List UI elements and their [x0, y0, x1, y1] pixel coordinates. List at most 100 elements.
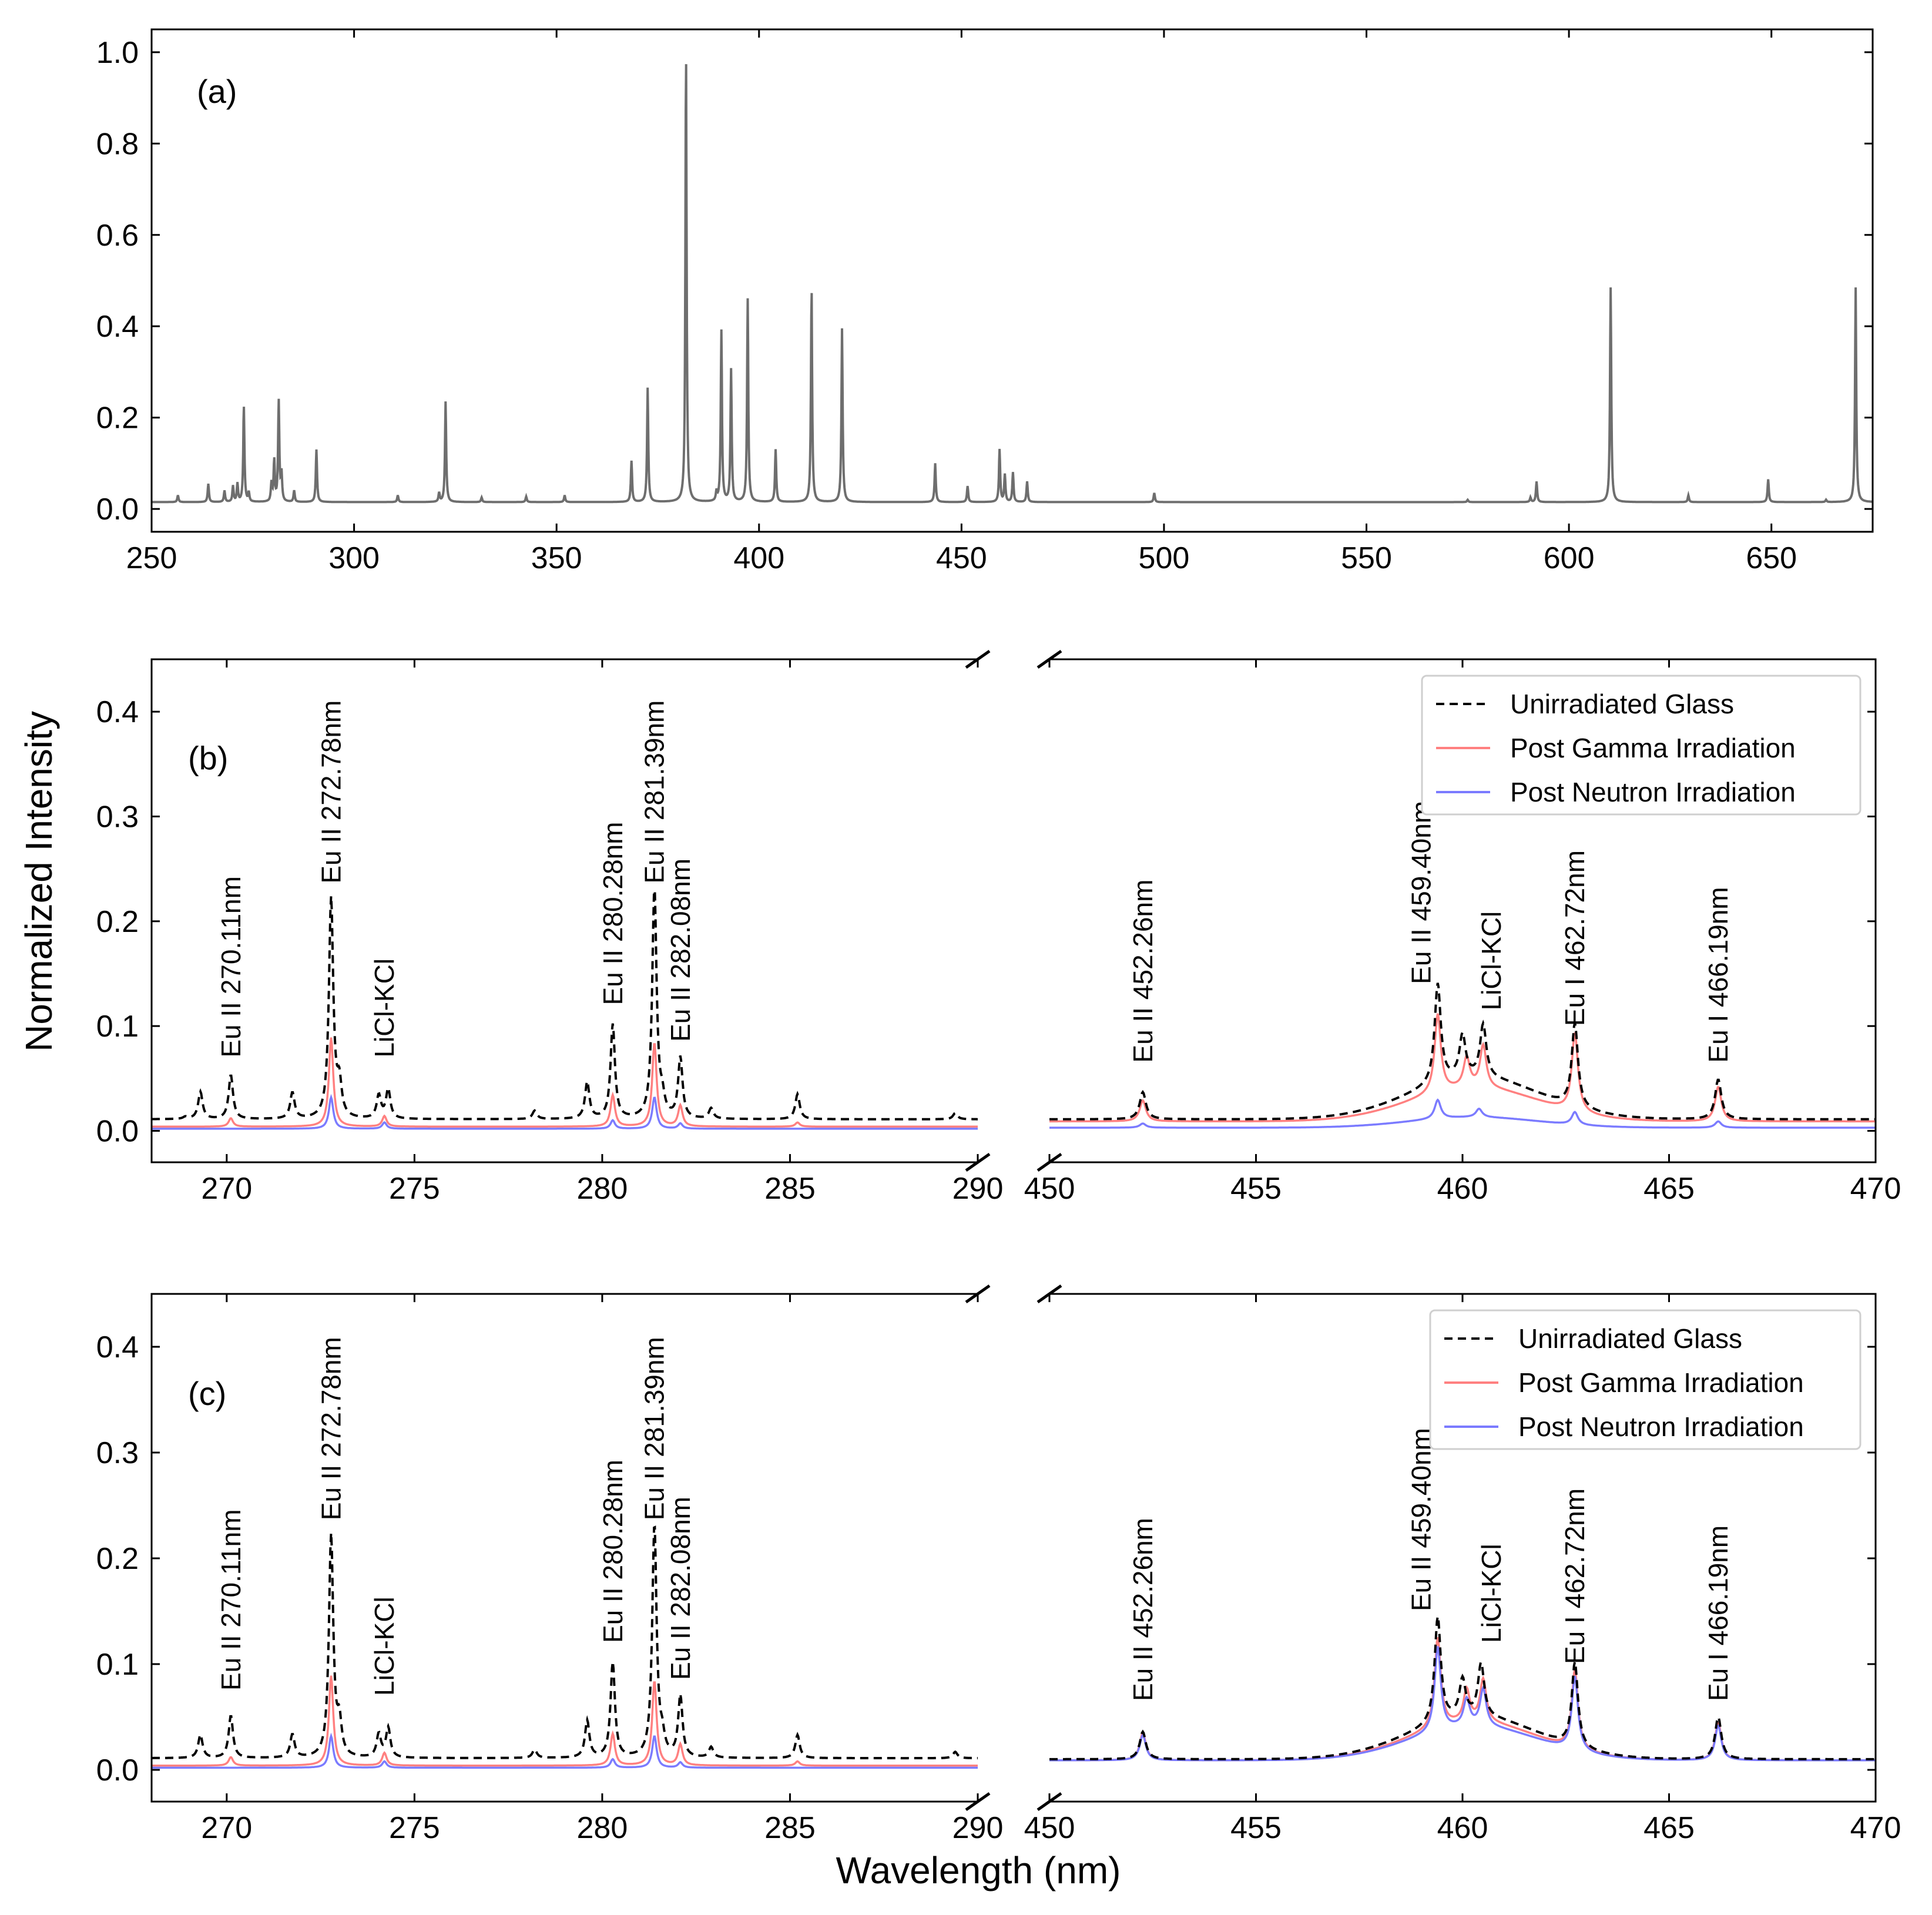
- series-line-unirradiated-left: [152, 888, 978, 1121]
- x-tick-label: 465: [1643, 1172, 1695, 1206]
- x-axis-title: Wavelength (nm): [836, 1849, 1121, 1891]
- x-tick-label: 450: [1024, 1172, 1075, 1206]
- x-tick-label: 550: [1341, 541, 1392, 575]
- series-line-neutron-left: [152, 1094, 978, 1130]
- x-tick-label: 270: [201, 1811, 252, 1845]
- peak-annotation: Eu I 466.19nm: [1703, 887, 1733, 1062]
- plot-frame-a: [150, 28, 1874, 533]
- peak-annotation: Eu II 459.40nm: [1406, 801, 1437, 984]
- y-tick-label: 0.2: [96, 401, 139, 435]
- x-tick-label: 400: [733, 541, 784, 575]
- x-tick-label: 500: [1139, 541, 1190, 575]
- peak-annotation: Eu I 462.72nm: [1559, 1488, 1590, 1664]
- peak-annotation: LiCl-KCl: [369, 958, 400, 1058]
- legend-entry: Post Gamma Irradiation: [1510, 733, 1796, 763]
- peak-annotation: Eu II 280.28nm: [598, 822, 628, 1005]
- y-tick-label: 0.0: [96, 492, 139, 526]
- x-tick-label: 465: [1643, 1811, 1695, 1845]
- panel-a: 250 300 350 400 450 500 550 600 650 0.0 0.2 0.4 0.6 0…: [96, 28, 1874, 575]
- plot-frame-left: [150, 1293, 978, 1803]
- x-tick-label: 280: [577, 1811, 628, 1845]
- panel-label: (b): [188, 739, 228, 776]
- peak-annotation: Eu II 272.78nm: [316, 700, 346, 884]
- y-tick-label: 0.1: [96, 1010, 139, 1044]
- legend-box: [1421, 675, 1861, 816]
- y-tick-label: 0.2: [96, 905, 139, 939]
- x-tick-label: 460: [1437, 1811, 1488, 1845]
- series-line-gamma-right: [1049, 1637, 1876, 1762]
- series-line-neutron-right: [1049, 1098, 1876, 1129]
- peak-annotation: Eu II 452.26nm: [1128, 880, 1158, 1063]
- legend-entry: Unirradiated Glass: [1510, 689, 1734, 719]
- y-tick-label: 0.3: [96, 800, 139, 834]
- x-tick-label: 650: [1746, 541, 1797, 575]
- x-tick-label: 250: [126, 541, 177, 575]
- series-line-neutron-left: [152, 1732, 978, 1769]
- peak-annotation: Eu II 281.39nm: [639, 1337, 670, 1520]
- x-tick-label: 450: [1024, 1811, 1075, 1845]
- peak-annotation: Eu II 272.78nm: [316, 1337, 346, 1520]
- series-line-unirradiated-right: [1049, 1616, 1876, 1760]
- series-line-a: [152, 64, 1873, 504]
- x-tick-label: 450: [936, 541, 987, 575]
- legend-box: [1429, 1309, 1861, 1450]
- x-tick-label: 275: [389, 1172, 440, 1206]
- legend-entry: Post Neutron Irradiation: [1518, 1411, 1804, 1442]
- series-line-gamma-right: [1049, 1013, 1876, 1123]
- x-tick-label: 600: [1544, 541, 1595, 575]
- x-tick-label: 460: [1437, 1172, 1488, 1206]
- peak-annotation: Eu II 282.08nm: [665, 858, 696, 1042]
- series-line-unirradiated-left: [152, 1525, 978, 1760]
- peak-annotation: Eu II 282.08nm: [665, 1497, 696, 1680]
- y-tick-label: 0.4: [96, 695, 139, 729]
- x-tick-label: 455: [1230, 1172, 1282, 1206]
- y-tick-label: 0.1: [96, 1648, 139, 1682]
- y-tick-label: 0.0: [96, 1753, 139, 1787]
- panel-label: (c): [188, 1375, 226, 1412]
- x-tick-label: 300: [328, 541, 380, 575]
- peak-annotation: Eu I 466.19nm: [1703, 1525, 1733, 1701]
- peak-annotation: Eu II 270.11nm: [216, 1509, 246, 1691]
- y-tick-label: 0.0: [96, 1115, 139, 1149]
- x-tick-label: 285: [764, 1811, 816, 1845]
- series-line-neutron-right: [1049, 1646, 1876, 1762]
- peak-annotation: Eu II 280.28nm: [598, 1460, 628, 1643]
- peak-annotation: LiCl-KCl: [1476, 1544, 1507, 1643]
- y-tick-label: 0.2: [96, 1542, 139, 1576]
- x-tick-label: 275: [389, 1811, 440, 1845]
- panel-b: 270 275 280 285 290 450 455 460 465 470 0.0 0.1 0.2 0…: [96, 649, 1901, 1206]
- x-tick-label: 470: [1850, 1172, 1901, 1206]
- x-tick-label: 290: [952, 1172, 1004, 1206]
- peak-annotation: Eu II 270.11nm: [216, 876, 246, 1058]
- y-tick-label: 1.0: [96, 36, 139, 70]
- peak-annotation: Eu II 281.39nm: [639, 700, 670, 884]
- x-tick-label: 455: [1230, 1811, 1282, 1845]
- legend-entry: Post Gamma Irradiation: [1518, 1367, 1804, 1398]
- series-line-unirradiated-right: [1049, 982, 1876, 1121]
- x-tick-label: 280: [577, 1172, 628, 1206]
- y-axis-title: Normalized Intensity: [18, 711, 60, 1052]
- series-line-gamma-left: [152, 1675, 978, 1767]
- panel-label: (a): [197, 73, 237, 110]
- plot-frame-left: [150, 658, 978, 1163]
- y-tick-label: 0.4: [96, 310, 139, 344]
- x-tick-label: 285: [764, 1172, 816, 1206]
- x-tick-label: 270: [201, 1172, 252, 1206]
- x-tick-label: 290: [952, 1811, 1004, 1845]
- x-tick-label: 470: [1850, 1811, 1901, 1845]
- peak-annotation: Eu II 459.40nm: [1406, 1428, 1437, 1611]
- peak-annotation: LiCl-KCl: [1476, 911, 1507, 1011]
- legend-entry: Unirradiated Glass: [1518, 1323, 1742, 1354]
- peak-annotation: LiCl-KCl: [369, 1597, 400, 1696]
- y-tick-label: 0.6: [96, 219, 139, 253]
- peak-annotation: Eu I 462.72nm: [1559, 850, 1590, 1026]
- peak-annotation: Eu II 452.26nm: [1128, 1518, 1158, 1701]
- y-tick-label: 0.8: [96, 127, 139, 161]
- y-tick-label: 0.4: [96, 1330, 139, 1364]
- x-tick-label: 350: [531, 541, 582, 575]
- panel-c: 270 275 280 285 290 450 455 460 465 470 0.0 0.1 0.2 0…: [96, 1284, 1901, 1845]
- legend-entry: Post Neutron Irradiation: [1510, 777, 1796, 807]
- series-line-gamma-left: [152, 1037, 978, 1128]
- y-tick-label: 0.3: [96, 1436, 139, 1470]
